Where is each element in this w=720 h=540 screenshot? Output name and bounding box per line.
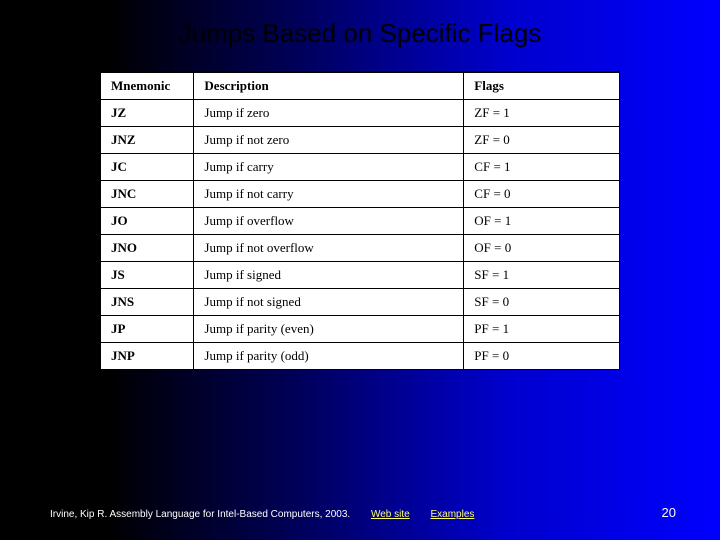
cell-flags: SF = 1	[464, 262, 620, 289]
cell-mnemonic: JNO	[101, 235, 194, 262]
jump-flags-table-container: Mnemonic Description Flags JZJump if zer…	[100, 71, 620, 370]
cell-description: Jump if parity (even)	[194, 316, 464, 343]
cell-description: Jump if not signed	[194, 289, 464, 316]
cell-description: Jump if carry	[194, 154, 464, 181]
examples-link[interactable]: Examples	[430, 509, 474, 520]
table-row: JOJump if overflowOF = 1	[101, 208, 620, 235]
cell-description: Jump if not carry	[194, 181, 464, 208]
header-description: Description	[194, 72, 464, 100]
table-row: JNCJump if not carryCF = 0	[101, 181, 620, 208]
cell-mnemonic: JNP	[101, 343, 194, 370]
cell-mnemonic: JO	[101, 208, 194, 235]
table-row: JNPJump if parity (odd)PF = 0	[101, 343, 620, 370]
table-row: JSJump if signedSF = 1	[101, 262, 620, 289]
cell-flags: PF = 1	[464, 316, 620, 343]
cell-flags: OF = 1	[464, 208, 620, 235]
cell-flags: CF = 1	[464, 154, 620, 181]
cell-flags: PF = 0	[464, 343, 620, 370]
cell-mnemonic: JNZ	[101, 127, 194, 154]
cell-description: Jump if signed	[194, 262, 464, 289]
table-header-row: Mnemonic Description Flags	[101, 72, 620, 100]
cell-flags: ZF = 0	[464, 127, 620, 154]
header-mnemonic: Mnemonic	[101, 72, 194, 100]
cell-mnemonic: JS	[101, 262, 194, 289]
cell-flags: SF = 0	[464, 289, 620, 316]
table-row: JNZJump if not zeroZF = 0	[101, 127, 620, 154]
slide-title: Jumps Based on Specific Flags	[0, 0, 720, 71]
table-row: JPJump if parity (even)PF = 1	[101, 316, 620, 343]
cell-flags: ZF = 1	[464, 100, 620, 127]
cell-description: Jump if not zero	[194, 127, 464, 154]
cell-flags: OF = 0	[464, 235, 620, 262]
cell-flags: CF = 0	[464, 181, 620, 208]
cell-mnemonic: JNC	[101, 181, 194, 208]
cell-mnemonic: JZ	[101, 100, 194, 127]
table-row: JCJump if carryCF = 1	[101, 154, 620, 181]
table-row: JNOJump if not overflowOF = 0	[101, 235, 620, 262]
citation-text: Irvine, Kip R. Assembly Language for Int…	[50, 509, 350, 520]
table-row: JZJump if zeroZF = 1	[101, 100, 620, 127]
cell-mnemonic: JP	[101, 316, 194, 343]
table-row: JNSJump if not signedSF = 0	[101, 289, 620, 316]
page-number: 20	[662, 505, 676, 520]
cell-mnemonic: JNS	[101, 289, 194, 316]
cell-mnemonic: JC	[101, 154, 194, 181]
cell-description: Jump if overflow	[194, 208, 464, 235]
cell-description: Jump if zero	[194, 100, 464, 127]
jump-flags-table: Mnemonic Description Flags JZJump if zer…	[100, 71, 620, 370]
slide-footer: Irvine, Kip R. Assembly Language for Int…	[0, 509, 720, 520]
cell-description: Jump if not overflow	[194, 235, 464, 262]
header-flags: Flags	[464, 72, 620, 100]
cell-description: Jump if parity (odd)	[194, 343, 464, 370]
website-link[interactable]: Web site	[371, 509, 410, 520]
